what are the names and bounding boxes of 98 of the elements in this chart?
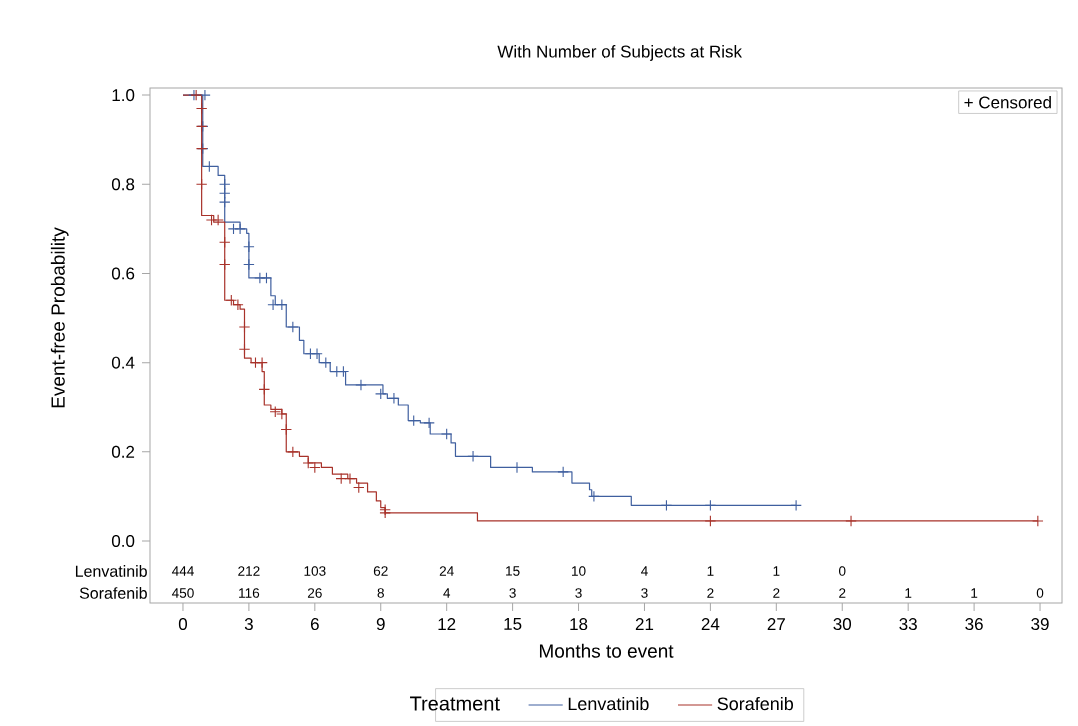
annotation: 4 xyxy=(640,566,648,576)
point xyxy=(218,196,231,208)
annotation: 2 xyxy=(707,588,714,598)
point xyxy=(440,428,453,440)
y-tick-label: 1.0 xyxy=(112,89,135,102)
annotation: 116 xyxy=(239,588,260,598)
x-tick-label: 33 xyxy=(899,618,917,631)
point xyxy=(557,466,569,478)
legend-label: Sorafenib xyxy=(717,696,794,711)
point xyxy=(320,356,332,369)
y-tick-label: 0.0 xyxy=(111,535,135,548)
point xyxy=(1032,515,1044,527)
y-tick-label: 0.8 xyxy=(111,178,135,191)
point xyxy=(790,499,802,512)
point xyxy=(276,298,288,311)
point xyxy=(353,481,365,494)
annotation: 1 xyxy=(707,566,714,576)
point xyxy=(243,258,255,271)
point xyxy=(407,414,420,427)
y-axis-title: Event-free Probability xyxy=(50,227,69,408)
point xyxy=(212,214,224,226)
chart-title: With Number of Subjects at Risk xyxy=(497,45,743,61)
point xyxy=(243,240,255,253)
point xyxy=(218,258,231,271)
annotation: 8 xyxy=(377,588,384,598)
y-tick-label: 0.4 xyxy=(111,356,135,369)
point xyxy=(195,102,208,115)
point xyxy=(311,347,323,360)
point xyxy=(355,379,367,391)
annotation: 3 xyxy=(575,588,582,598)
point xyxy=(258,383,271,396)
annotation: 2 xyxy=(773,588,780,598)
annotation: 15 xyxy=(506,566,520,576)
point xyxy=(256,356,268,369)
x-tick-label: 3 xyxy=(244,618,253,631)
x-tick-label: 15 xyxy=(504,618,522,630)
annotation: 2 xyxy=(839,588,846,598)
legend-label: Lenvatinib xyxy=(568,696,649,711)
y-tick-label: 0.2 xyxy=(111,445,135,458)
point xyxy=(195,178,208,191)
annotation: 1 xyxy=(773,566,780,576)
point xyxy=(704,499,717,512)
annotation: + Censored xyxy=(964,95,1051,109)
point xyxy=(267,298,279,311)
point xyxy=(588,490,600,503)
annotation: 0 xyxy=(839,566,846,576)
point xyxy=(467,450,479,463)
point xyxy=(375,388,387,400)
legend-title: Treatment xyxy=(410,696,500,711)
text: Sorafenib xyxy=(79,587,147,599)
x-tick-label: 30 xyxy=(833,618,852,631)
annotation: 1 xyxy=(971,588,978,598)
annotation: 62 xyxy=(373,566,388,576)
point xyxy=(335,472,347,485)
annotation: 103 xyxy=(304,566,326,576)
x-tick-label: 12 xyxy=(438,618,456,630)
x-axis-title: Months to event xyxy=(539,643,674,658)
point xyxy=(218,236,231,249)
annotation: 10 xyxy=(572,566,586,576)
point xyxy=(704,515,717,527)
point xyxy=(423,417,435,429)
point xyxy=(287,446,299,458)
annotation: 24 xyxy=(439,566,454,576)
x-tick-label: 0 xyxy=(178,618,188,631)
point xyxy=(280,423,293,436)
x-tick-label: 21 xyxy=(635,618,654,630)
annotation: 3 xyxy=(641,588,648,598)
point xyxy=(218,178,231,191)
annotation: 0 xyxy=(1036,588,1044,598)
point xyxy=(269,405,282,418)
annotation: 450 xyxy=(171,588,194,598)
point xyxy=(238,343,251,356)
x-tick-label: 18 xyxy=(570,618,588,631)
annotation: 212 xyxy=(238,566,260,576)
point xyxy=(660,499,673,512)
x-tick-label: 24 xyxy=(701,618,720,630)
x-tick-label: 36 xyxy=(965,618,983,631)
point xyxy=(260,272,273,284)
text: Lenvatinib xyxy=(75,565,147,577)
x-tick-label: 39 xyxy=(1031,618,1049,631)
point xyxy=(238,321,251,333)
annotation: 1 xyxy=(905,588,912,598)
point xyxy=(388,392,400,405)
point xyxy=(276,408,288,420)
y-tick-label: 0.6 xyxy=(111,267,135,280)
point xyxy=(845,515,857,527)
annotation: 3 xyxy=(509,588,516,598)
annotation: 4 xyxy=(443,588,451,598)
point xyxy=(218,187,231,199)
x-tick-label: 9 xyxy=(376,618,385,631)
point xyxy=(234,223,246,235)
x-tick-label: 27 xyxy=(767,618,785,630)
annotation: 26 xyxy=(307,588,322,598)
point xyxy=(199,89,211,101)
x-tick-label: 6 xyxy=(310,618,319,631)
annotation: 444 xyxy=(171,566,194,576)
point xyxy=(287,321,299,333)
point xyxy=(344,472,356,485)
